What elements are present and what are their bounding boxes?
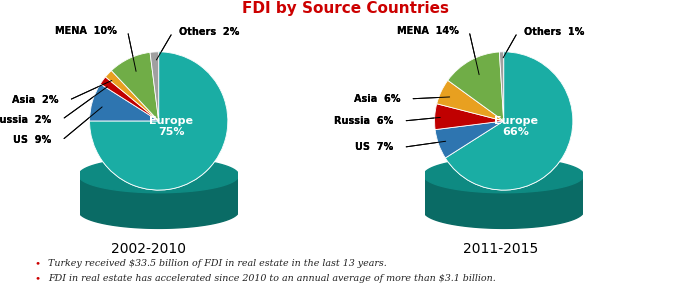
Wedge shape	[106, 71, 159, 121]
Text: Russia  6%: Russia 6%	[334, 116, 393, 126]
Wedge shape	[106, 71, 159, 121]
Wedge shape	[100, 77, 159, 121]
Wedge shape	[445, 52, 573, 190]
Text: US  7%: US 7%	[355, 142, 393, 152]
Text: FDI by Source Countries: FDI by Source Countries	[241, 1, 448, 16]
Text: Asia  6%: Asia 6%	[353, 94, 400, 104]
Wedge shape	[90, 84, 159, 121]
Polygon shape	[79, 175, 239, 228]
Text: MENA  14%: MENA 14%	[397, 26, 459, 36]
Wedge shape	[150, 52, 159, 121]
Text: Others  1%: Others 1%	[524, 27, 585, 37]
Text: Others  2%: Others 2%	[179, 27, 240, 37]
Wedge shape	[448, 52, 504, 121]
Text: •: •	[34, 274, 41, 283]
Text: •: •	[34, 259, 41, 268]
Polygon shape	[424, 175, 584, 228]
Text: Turkey received $33.5 billion of FDI in real estate in the last 13 years.: Turkey received $33.5 billion of FDI in …	[48, 259, 387, 268]
Text: Russia  2%: Russia 2%	[0, 115, 52, 125]
Text: Asia  2%: Asia 2%	[12, 95, 59, 105]
Wedge shape	[111, 52, 159, 121]
Wedge shape	[437, 80, 504, 121]
Text: Others  2%: Others 2%	[179, 27, 240, 37]
Text: Asia  2%: Asia 2%	[12, 95, 59, 105]
Text: MENA  10%: MENA 10%	[55, 26, 117, 36]
Wedge shape	[435, 121, 504, 158]
Wedge shape	[435, 104, 504, 130]
Text: 2002-2010: 2002-2010	[111, 242, 186, 256]
Polygon shape	[424, 158, 584, 193]
Text: Others  1%: Others 1%	[524, 27, 585, 37]
Text: Europe
66%: Europe 66%	[494, 116, 538, 137]
Text: Europe
75%: Europe 75%	[149, 116, 193, 137]
Wedge shape	[111, 52, 159, 121]
Wedge shape	[90, 52, 228, 190]
Wedge shape	[448, 52, 504, 121]
Text: Russia  2%: Russia 2%	[0, 115, 52, 125]
Text: MENA  10%: MENA 10%	[55, 26, 117, 36]
Text: 2011-2015: 2011-2015	[462, 242, 538, 256]
Text: FDI in real estate has accelerated since 2010 to an annual average of more than : FDI in real estate has accelerated since…	[48, 274, 496, 283]
Wedge shape	[100, 77, 159, 121]
Wedge shape	[90, 52, 228, 190]
Wedge shape	[435, 121, 504, 158]
Text: Asia  6%: Asia 6%	[353, 94, 400, 104]
Wedge shape	[90, 84, 159, 121]
Text: US  7%: US 7%	[355, 142, 393, 152]
Text: US  9%: US 9%	[13, 135, 52, 145]
Text: Russia  6%: Russia 6%	[334, 116, 393, 126]
Text: US  9%: US 9%	[13, 135, 52, 145]
Wedge shape	[500, 52, 504, 121]
Wedge shape	[437, 80, 504, 121]
Wedge shape	[150, 52, 159, 121]
Text: Europe
75%: Europe 75%	[149, 116, 193, 137]
Text: MENA  14%: MENA 14%	[397, 26, 459, 36]
Text: Europe
66%: Europe 66%	[494, 116, 538, 137]
Wedge shape	[500, 52, 504, 121]
Polygon shape	[79, 158, 239, 193]
Wedge shape	[435, 104, 504, 130]
Wedge shape	[445, 52, 573, 190]
